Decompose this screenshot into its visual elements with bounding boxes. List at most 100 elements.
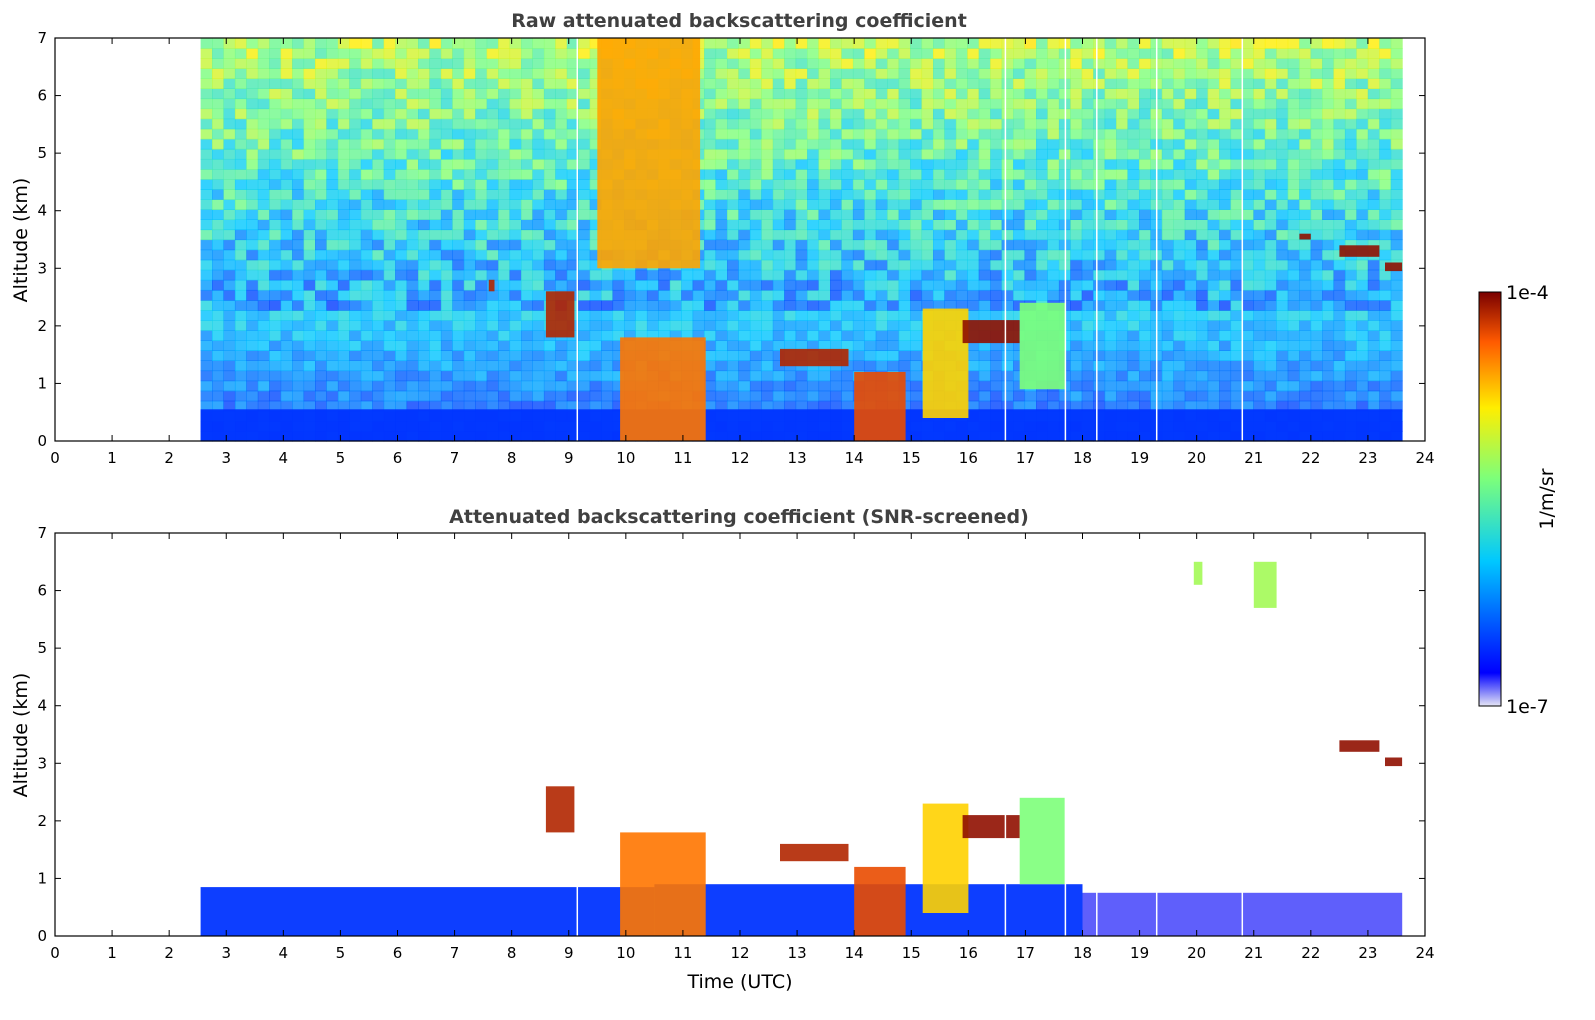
background-cell xyxy=(1139,340,1151,351)
background-cell xyxy=(440,320,453,331)
background-cell xyxy=(1276,340,1289,351)
background-cell xyxy=(269,300,282,311)
background-cell xyxy=(200,58,213,69)
background-cell xyxy=(784,310,797,321)
background-cell xyxy=(1013,58,1026,69)
background-cell xyxy=(418,350,430,361)
background-cell xyxy=(1253,148,1266,160)
background-cell xyxy=(910,350,923,361)
background-cell xyxy=(1287,68,1300,79)
background-cell xyxy=(955,169,968,180)
background-cell xyxy=(555,199,568,210)
background-cell xyxy=(875,300,888,311)
background-cell xyxy=(349,330,362,341)
background-cell xyxy=(1230,179,1243,190)
background-cell xyxy=(1184,78,1197,89)
background-cell xyxy=(772,350,785,361)
background-cell xyxy=(990,279,1003,291)
background-cell xyxy=(1127,239,1140,251)
background-cell xyxy=(555,158,568,170)
background-cell xyxy=(875,78,888,89)
background-cell xyxy=(1093,48,1106,59)
background-cell xyxy=(440,279,453,291)
background-cell xyxy=(326,229,339,241)
background-cell xyxy=(1344,229,1357,241)
background-cell xyxy=(1344,169,1357,180)
background-cell xyxy=(1379,158,1392,170)
background-cell xyxy=(1310,300,1323,311)
background-cell xyxy=(555,360,568,372)
background-cell xyxy=(463,350,476,361)
background-cell xyxy=(1036,148,1048,160)
background-cell xyxy=(1104,350,1117,361)
background-cell xyxy=(1253,289,1266,301)
background-cell xyxy=(772,68,785,79)
background-cell xyxy=(303,239,316,251)
background-cell xyxy=(463,249,476,261)
background-cell xyxy=(372,370,385,382)
background-cell xyxy=(921,209,934,220)
background-cell xyxy=(1333,68,1346,79)
background-cell xyxy=(933,68,945,79)
background-cell xyxy=(1001,360,1014,372)
background-cell xyxy=(200,148,213,160)
background-cell xyxy=(303,98,316,110)
background-cell xyxy=(830,68,842,79)
background-cell xyxy=(727,269,739,281)
background-cell xyxy=(738,320,751,331)
background-cell xyxy=(1367,128,1380,140)
background-cell xyxy=(475,300,488,311)
background-cell xyxy=(1127,289,1140,301)
background-cell xyxy=(818,340,831,351)
background-cell xyxy=(1081,279,1094,291)
background-cell xyxy=(864,118,877,130)
background-cell xyxy=(1367,148,1380,160)
background-cell xyxy=(292,269,305,281)
background-cell xyxy=(818,289,831,301)
background-cell xyxy=(315,390,327,402)
background-cell xyxy=(269,310,282,321)
background-cell xyxy=(360,189,373,200)
background-cell xyxy=(212,88,224,100)
background-cell xyxy=(349,179,362,190)
background-cell xyxy=(1173,269,1186,281)
background-cell xyxy=(257,118,270,130)
background-cell xyxy=(246,189,259,200)
background-cell xyxy=(990,360,1003,372)
background-cell xyxy=(372,179,385,190)
background-cell xyxy=(1127,219,1140,231)
background-cell xyxy=(463,169,476,180)
background-cell xyxy=(337,38,350,49)
background-cell xyxy=(463,279,476,291)
background-cell xyxy=(200,350,213,361)
background-cell xyxy=(1253,179,1266,190)
background-cell xyxy=(360,48,373,59)
background-cell xyxy=(1390,370,1403,382)
background-cell xyxy=(761,189,774,200)
background-cell xyxy=(1242,300,1254,311)
background-cell xyxy=(429,189,442,200)
background-cell xyxy=(978,169,991,180)
background-cell xyxy=(852,138,865,150)
background-cell xyxy=(1047,279,1060,291)
background-cell xyxy=(521,118,533,130)
background-cell xyxy=(1024,279,1037,291)
background-cell xyxy=(704,98,717,110)
background-cell xyxy=(910,148,923,160)
background-cell xyxy=(761,310,774,321)
background-cell xyxy=(978,249,991,261)
background-cell xyxy=(784,370,797,382)
background-cell xyxy=(704,300,717,311)
background-cell xyxy=(715,259,728,271)
background-cell xyxy=(738,38,751,49)
background-cell xyxy=(830,179,842,190)
background-cell xyxy=(1390,279,1403,291)
background-cell xyxy=(1287,108,1300,120)
background-cell xyxy=(1344,88,1357,100)
background-cell xyxy=(360,370,373,382)
background-cell xyxy=(475,330,488,341)
background-cell xyxy=(1344,279,1357,291)
background-cell xyxy=(921,199,934,210)
background-cell xyxy=(1207,58,1220,69)
background-cell xyxy=(898,360,911,372)
